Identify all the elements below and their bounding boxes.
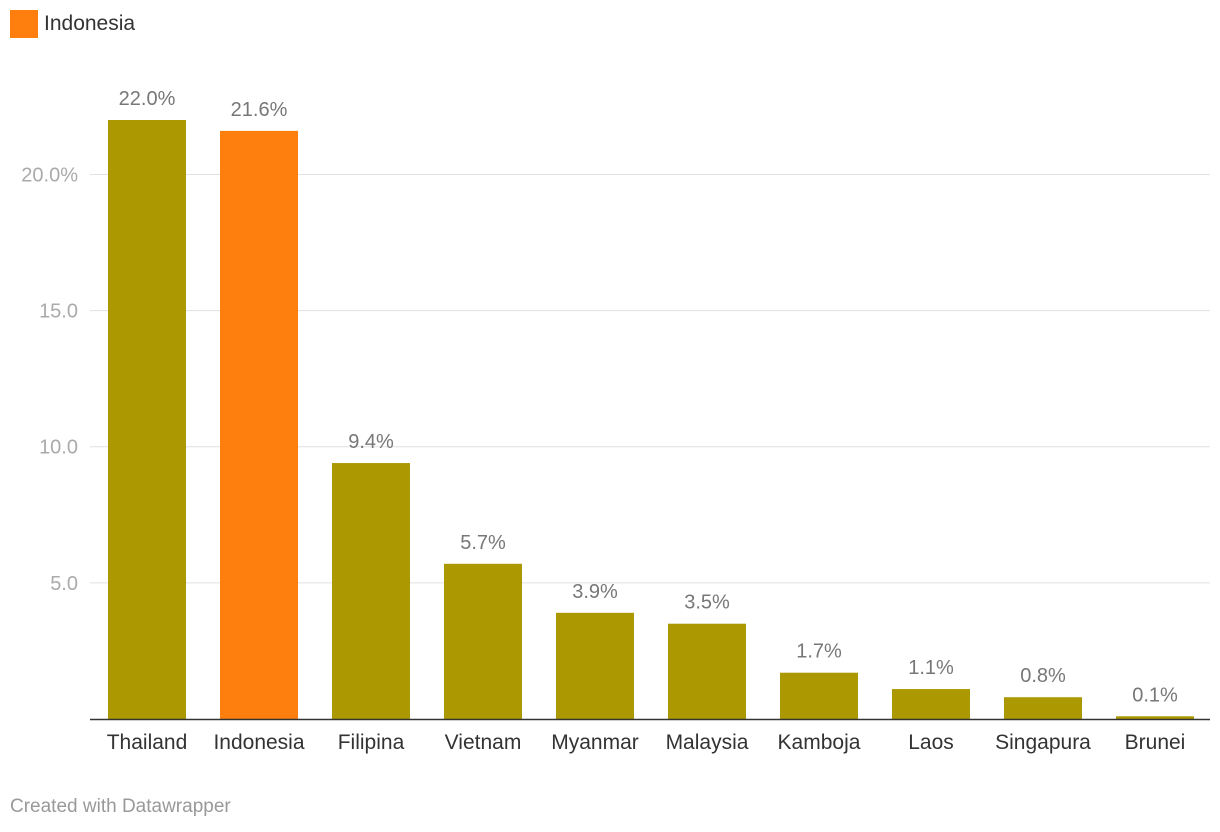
category-label: Filipina: [338, 731, 405, 754]
value-label: 3.5%: [684, 592, 730, 614]
bar: [556, 612, 634, 719]
legend: Indonesia: [10, 10, 135, 38]
bar: [108, 120, 186, 719]
category-label: Myanmar: [551, 731, 639, 754]
y-tick-label: 20.0%: [21, 164, 78, 186]
bar: [444, 563, 522, 719]
value-label: 22.0%: [119, 88, 176, 110]
value-label: 5.7%: [460, 532, 506, 554]
value-label: 1.1%: [908, 657, 954, 679]
bar: [892, 689, 970, 719]
y-tick-label: 5.0: [50, 573, 78, 595]
category-label: Vietnam: [445, 731, 522, 754]
category-label: Kamboja: [778, 731, 861, 754]
bar: [780, 672, 858, 719]
bar: [668, 623, 746, 719]
legend-label-indonesia: Indonesia: [44, 12, 136, 35]
legend-swatch-indonesia: [10, 10, 38, 38]
category-label: Brunei: [1125, 731, 1186, 754]
value-label: 0.8%: [1020, 665, 1066, 687]
y-tick-label: 15.0: [39, 301, 78, 323]
value-label: 21.6%: [231, 99, 288, 121]
bar: [220, 130, 298, 719]
bar: [1004, 697, 1082, 719]
value-label: 1.7%: [796, 641, 842, 663]
datawrapper-credit: Created with Datawrapper: [10, 796, 231, 817]
value-label: 0.1%: [1132, 684, 1178, 706]
y-tick-label: 10.0: [39, 437, 78, 459]
category-label: Malaysia: [666, 731, 749, 754]
category-label: Laos: [908, 731, 954, 754]
bar: [1116, 716, 1194, 719]
value-label: 9.4%: [348, 431, 394, 453]
category-label: Thailand: [107, 731, 188, 754]
category-label: Indonesia: [213, 731, 304, 754]
category-label: Singapura: [995, 731, 1091, 754]
bar: [332, 463, 410, 719]
value-label: 3.9%: [572, 581, 618, 603]
